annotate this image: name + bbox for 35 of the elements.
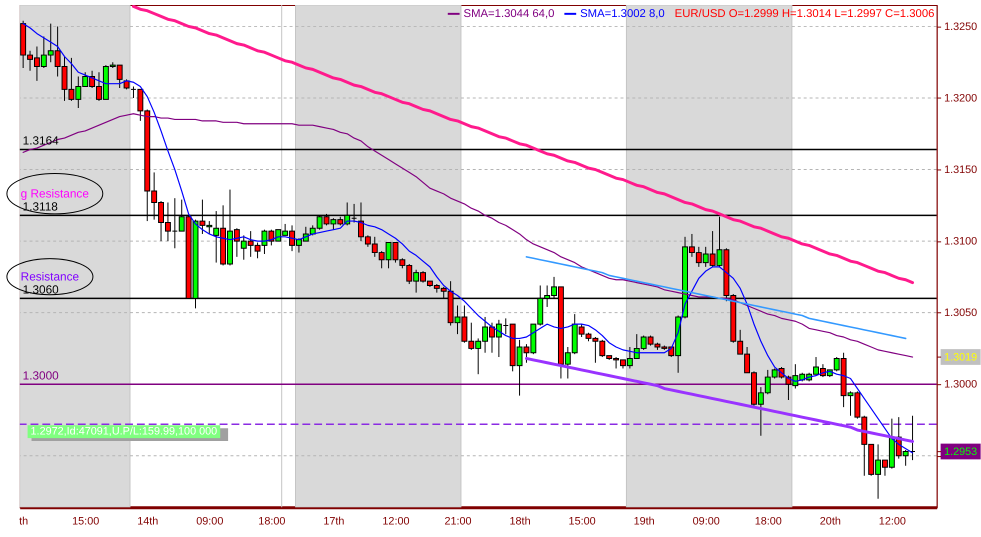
- ref-line-label: 1.3118: [22, 199, 58, 214]
- x-tick-label: 17th: [323, 516, 344, 528]
- line-series: [22, 113, 914, 358]
- x-tick-label: 12:00: [382, 516, 410, 528]
- candlestick: [910, 415, 916, 461]
- x-tick-label: 21:00: [444, 516, 472, 528]
- ref-line-label: 1.2972,Id:47091,U.P/L:159.99,100 000: [30, 426, 218, 438]
- y-tick-label: 1.3100: [944, 236, 978, 248]
- ref-line-label: 1.3060: [22, 282, 60, 296]
- x-tick-label: 18:00: [754, 516, 782, 528]
- line-series: [526, 256, 906, 340]
- ref-line-label: 1.3000: [22, 368, 60, 382]
- y-tick-label: 1.3200: [944, 92, 978, 104]
- annotation: Resistance: [20, 270, 80, 284]
- legend-label: SMA=1.3002 8,0: [580, 8, 665, 20]
- x-tick-label: 20th: [820, 516, 841, 528]
- x-tick-label: 09:00: [196, 516, 224, 528]
- x-tick-label: 15:00: [568, 516, 596, 528]
- x-tick-label: 18:00: [258, 516, 286, 528]
- chart-title: EUR/USD O=1.2999 H=1.3014 L=1.2997 C=1.3006: [674, 8, 934, 20]
- x-tick-label: 14th: [137, 516, 158, 528]
- legend-label: SMA=1.3044 64,0: [464, 8, 554, 20]
- x-tick-label: 19th: [634, 516, 655, 528]
- y-tick-label: 1.2953: [944, 446, 978, 458]
- y-tick-label: 1.3250: [944, 20, 978, 33]
- y-tick-label: 1.3019: [944, 351, 978, 364]
- x-tick-label: th: [19, 516, 28, 528]
- y-tick-label: 1.3150: [944, 164, 978, 176]
- x-tick-label: 12:00: [878, 516, 906, 528]
- y-tick-label: 1.3050: [944, 307, 978, 320]
- annotation: g Resistance: [20, 186, 90, 201]
- x-tick-label: 09:00: [692, 516, 720, 528]
- x-tick-label: 15:00: [72, 516, 100, 528]
- y-tick-label: 1.3000: [944, 378, 978, 391]
- x-tick-label: 18th: [510, 516, 531, 528]
